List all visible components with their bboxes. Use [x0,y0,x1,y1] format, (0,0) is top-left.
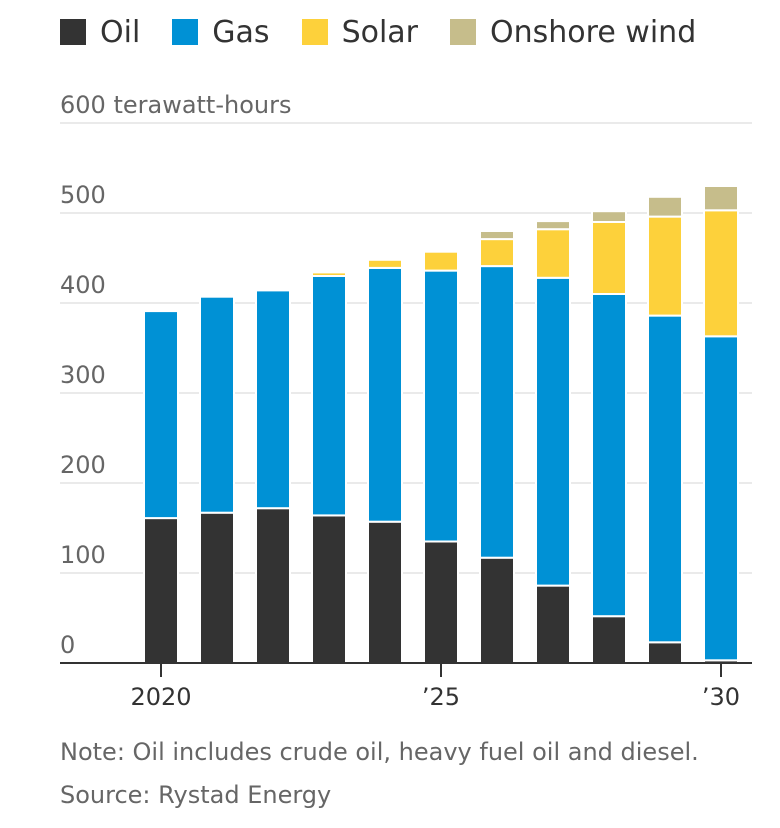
bar-segment [591,615,627,665]
chart-note: Note: Oil includes crude oil, heavy fuel… [60,738,699,766]
legend-item-oil: Oil [60,15,140,50]
bar-segment [311,514,347,665]
bar-segment [255,289,291,510]
bar-segment [647,641,683,664]
bar-segment [703,185,739,212]
bar-segment [535,584,571,664]
y-tick-label: 200 [60,451,106,479]
bar-segment [479,556,515,665]
bar-segment [479,238,515,268]
bar-segment [647,215,683,317]
y-tick-label: 0 [60,631,75,659]
x-tick-label: ’25 [422,683,460,711]
bar-segment [535,220,571,231]
legend-item-onshore-wind: Onshore wind [450,15,696,50]
bar-segment [199,295,235,514]
bar-segment [367,258,403,269]
bar-segment [311,271,347,277]
bar-segment [535,276,571,587]
legend-swatch-onshore-wind [450,19,477,45]
bar-segment [591,293,627,618]
bar-segment [143,310,179,520]
bar-segment [535,228,571,279]
chart-source: Source: Rystad Energy [60,781,332,809]
bar-segment [423,250,459,272]
bar-segment [199,511,235,665]
bar-segment [647,195,683,218]
bar-segment [367,266,403,523]
legend-label-solar: Solar [341,14,419,50]
chart-legend: Oil Gas Solar Onshore wind [60,12,728,52]
legend-item-solar: Solar [301,14,419,50]
bar-segment [423,540,459,664]
y-tick-label: 400 [60,271,106,299]
legend-swatch-solar [301,19,328,45]
bar-segment [591,221,627,295]
y-tick-label: 100 [60,541,106,569]
bar-segment [479,265,515,559]
bar-segment [311,275,347,517]
legend-swatch-oil [60,19,86,45]
legend-item-gas: Gas [172,14,270,50]
bar-segment [479,230,515,241]
bar-segment [647,314,683,644]
legend-label-oil: Oil [100,14,141,50]
y-tick-label: 300 [60,361,106,389]
bar-segment [367,520,403,665]
x-tick-label: 2020 [130,683,191,711]
bar-segment [703,209,739,338]
bar-segment [703,335,739,662]
legend-label-gas: Gas [212,14,270,50]
bar-segment [255,507,291,665]
legend-swatch-gas [172,19,199,45]
bar-segment [423,269,459,543]
x-tick-label: ’30 [702,683,740,711]
y-tick-label: 500 [60,181,106,209]
bar-segment [591,210,627,223]
y-tick-label: 600 terawatt-hours [60,91,291,119]
legend-label-onshore-wind: Onshore wind [490,14,697,50]
bar-segment [143,517,179,664]
